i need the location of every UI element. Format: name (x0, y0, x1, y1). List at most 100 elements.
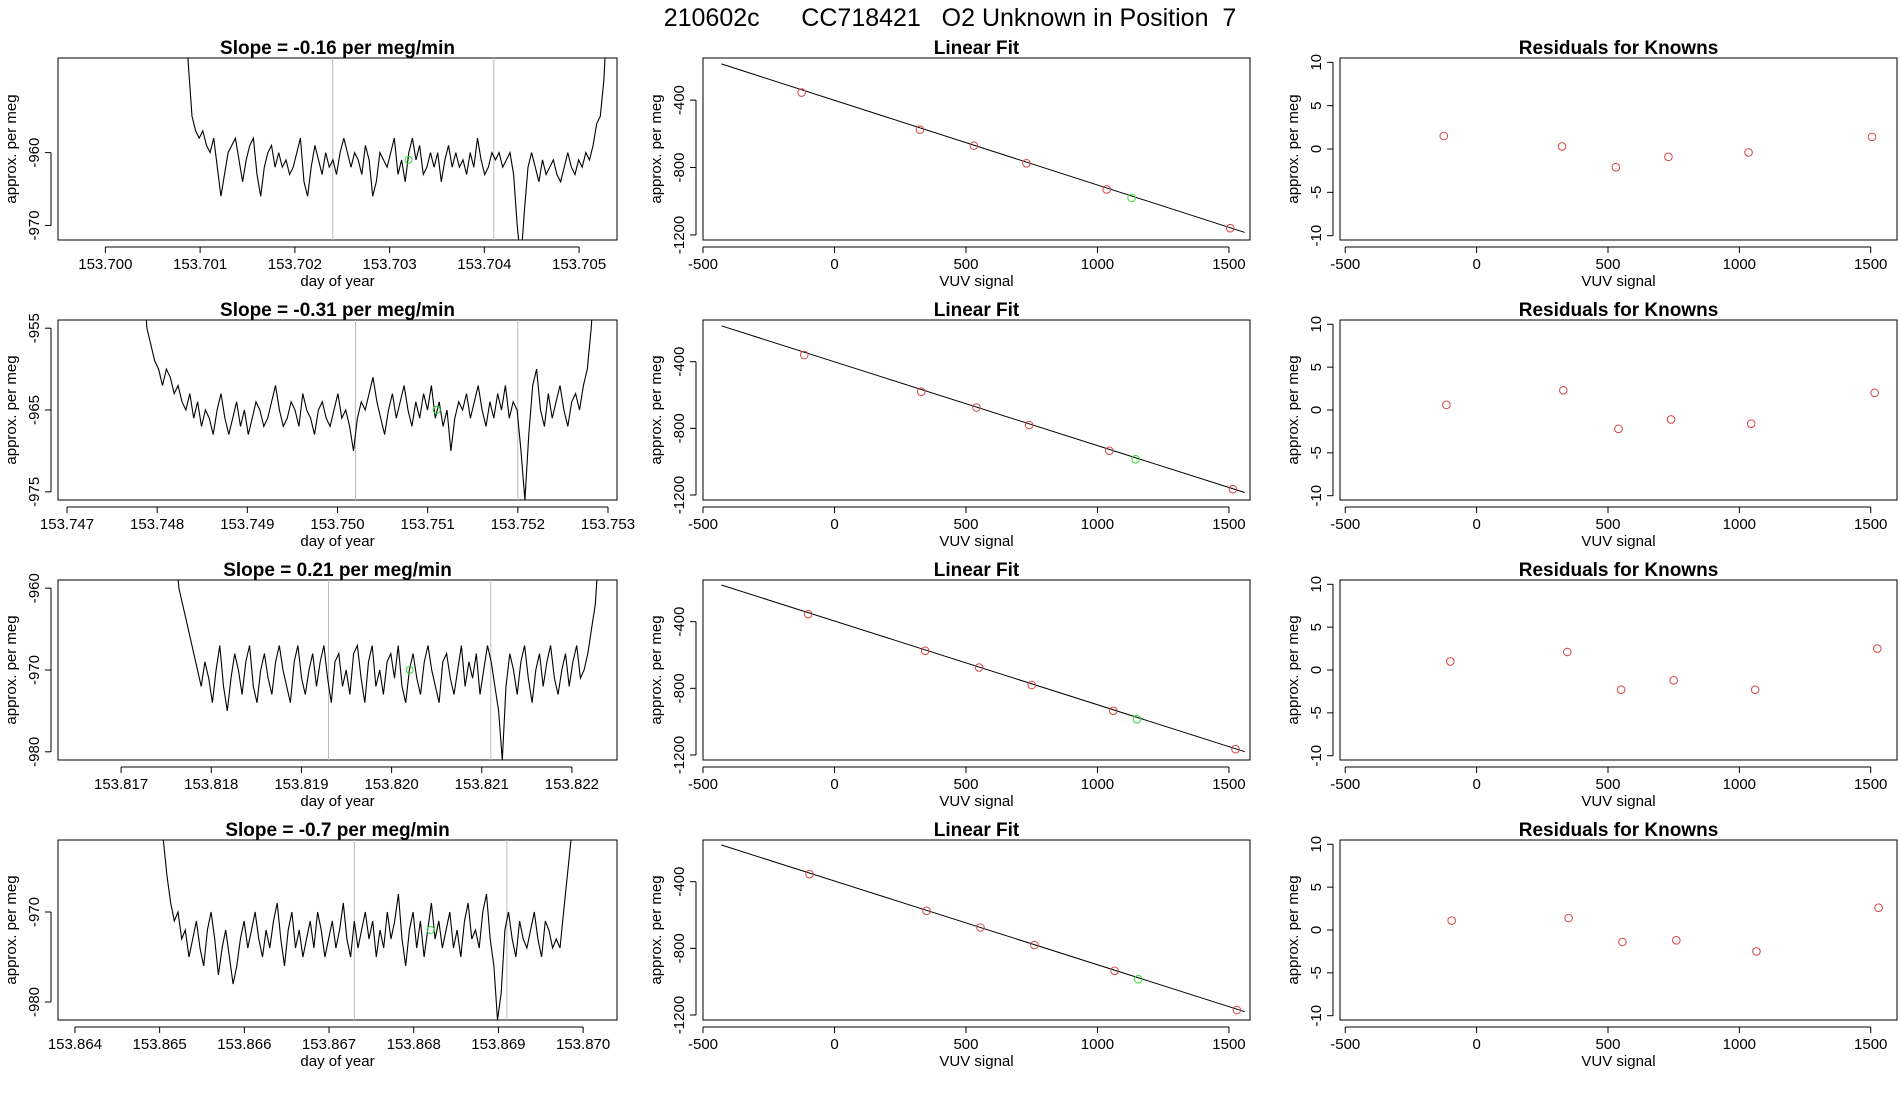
y-tick-label: -10 (1308, 225, 1325, 247)
y-tick-label: -970 (26, 210, 43, 240)
y-tick-label: -1200 (671, 476, 688, 514)
panel-title: Linear Fit (934, 820, 1020, 841)
y-axis-label: approx. per meg (1285, 615, 1302, 724)
x-tick-label: 0 (1472, 1036, 1480, 1053)
y-tick-label: -5 (1308, 186, 1325, 199)
residual-point (1867, 132, 1877, 142)
plot-data (721, 584, 1245, 754)
x-axis-label: VUV signal (939, 1053, 1013, 1070)
residual-point (1446, 657, 1455, 666)
x-tick-label: 0 (1472, 516, 1480, 533)
x-tick-label: 153.820 (364, 776, 418, 793)
x-axis-label: day of year (300, 533, 374, 550)
x-tick-label: 153.700 (78, 256, 132, 273)
y-tick-label: -980 (26, 987, 43, 1017)
known-point (915, 125, 925, 134)
y-axis-label: approx. per meg (648, 355, 665, 464)
panel-title: Linear Fit (934, 300, 1020, 321)
unknown-point (432, 406, 441, 414)
x-tick-label: 1000 (1081, 776, 1114, 793)
x-tick-label: 1500 (1854, 1036, 1887, 1053)
plot-frame (57, 57, 618, 241)
y-tick-label: 0 (1308, 145, 1325, 153)
residual-point (1618, 937, 1627, 947)
y-tick-label: 10 (1308, 836, 1325, 853)
panel-linear-fit-row-1: Linear Fit -500 0 500 1000 1500 VUV signal -120… (648, 38, 1251, 290)
known-point (920, 646, 930, 656)
x-tick-label: 0 (1472, 776, 1480, 793)
known-point (1232, 1005, 1242, 1015)
y-tick-label: -5 (1308, 966, 1325, 979)
x-tick-label: -500 (688, 256, 718, 273)
x-axis-label: day of year (300, 273, 374, 290)
x-tick-label: -500 (1330, 256, 1360, 273)
y-tick-label: 10 (1308, 316, 1325, 333)
known-point (1110, 966, 1119, 976)
plot-frame (57, 579, 618, 761)
x-tick-label: 0 (830, 256, 838, 273)
y-tick-label: -5 (1308, 706, 1325, 719)
panel-title: Slope = -0.7 per meg/min (225, 820, 449, 841)
fit-line (721, 325, 1245, 493)
y-axis-label: approx. per meg (648, 94, 665, 203)
panel-title: Slope = -0.16 per meg/min (220, 38, 455, 59)
y-tick-label: -800 (671, 933, 688, 963)
known-point (805, 869, 814, 879)
y-tick-label: -400 (671, 347, 688, 377)
x-tick-label: 153.866 (217, 1036, 271, 1053)
panel-residuals-row-4: Residuals for Knowns -500 0 500 1000 1500 VUV … (1285, 820, 1898, 1070)
x-tick-label: 500 (1595, 256, 1620, 273)
x-axis-label: VUV signal (1581, 533, 1655, 550)
known-point (799, 350, 809, 360)
panel-title: Linear Fit (934, 560, 1020, 581)
plot-frame (57, 839, 618, 1021)
x-tick-label: 153.705 (552, 256, 606, 273)
x-tick-label: 153.868 (387, 1036, 441, 1053)
x-tick-label: -500 (1330, 776, 1360, 793)
fit-line (721, 844, 1245, 1013)
x-tick-label: 153.749 (220, 516, 274, 533)
panel-residuals-row-3: Residuals for Knowns -500 0 500 1000 1500 VUV … (1285, 560, 1898, 810)
unknown-point (1132, 714, 1142, 724)
residual-point (1872, 644, 1882, 653)
panel-linear-fit-row-2: Linear Fit -500 0 500 1000 1500 VUV signal -120… (648, 300, 1251, 550)
panel-linear-fit-row-4: Linear Fit -500 0 500 1000 1500 VUV signal -120… (648, 820, 1251, 1070)
x-tick-label: 153.870 (556, 1036, 610, 1053)
plot-frame (702, 839, 1251, 1021)
residual-point (1664, 152, 1673, 162)
plot-frame (1339, 579, 1898, 761)
y-tick-label: -970 (26, 655, 43, 685)
y-axis-label: approx. per meg (3, 615, 20, 724)
x-tick-label: -500 (1330, 516, 1360, 533)
x-tick-label: 0 (1472, 256, 1480, 273)
panel-time-series-row-2: Slope = -0.31 per meg/min 153.747 153.748 1… (3, 300, 635, 550)
plot-data (1447, 903, 1883, 956)
y-tick-label: 0 (1308, 406, 1325, 414)
y-axis-label: approx. per meg (1285, 355, 1302, 464)
y-tick-label: -980 (26, 737, 43, 767)
known-point (1030, 940, 1039, 950)
panel-linear-fit-row-3: Linear Fit -500 0 500 1000 1500 VUV signal -120… (648, 560, 1251, 810)
x-tick-label: 153.822 (545, 776, 599, 793)
y-tick-label: -800 (671, 673, 688, 703)
x-tick-label: 500 (1595, 776, 1620, 793)
residual-point (1870, 388, 1879, 398)
x-tick-label: 153.821 (455, 776, 509, 793)
figure-title: 210602c CC718421 O2 Unknown in Position … (664, 4, 1237, 32)
y-tick-label: -960 (26, 573, 43, 603)
y-tick-label: 0 (1308, 666, 1325, 674)
y-tick-label: -970 (26, 897, 43, 927)
residual-point (1614, 424, 1623, 434)
y-tick-label: -10 (1308, 1005, 1325, 1027)
series-line (145, 320, 593, 500)
y-tick-label: -955 (26, 313, 43, 343)
known-point (1102, 185, 1111, 194)
x-tick-label: 1000 (1081, 1036, 1114, 1053)
residual-point (1559, 385, 1568, 395)
x-tick-label: 500 (953, 1036, 978, 1053)
known-point (1108, 706, 1118, 716)
panel-title: Residuals for Knowns (1519, 560, 1719, 581)
unknown-point (1127, 193, 1136, 203)
panel-title: Linear Fit (934, 38, 1020, 59)
unknown-point (404, 155, 413, 164)
